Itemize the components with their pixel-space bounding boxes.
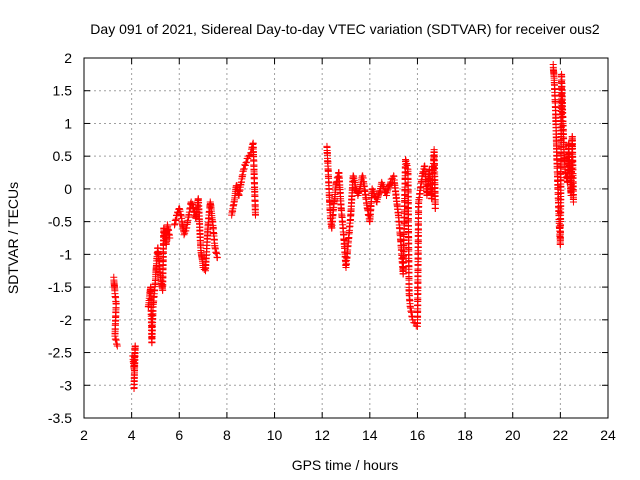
data-point — [130, 385, 138, 393]
x-tick-label: 16 — [410, 427, 426, 443]
data-point — [240, 165, 248, 173]
y-tick-label: 0 — [64, 181, 72, 197]
axis-ticks: 2 4 6 8 10 12 14 16 18 20 22 24-3.5-3-2.5-2-1.5-1-0… — [48, 50, 616, 443]
y-tick-label: -2.5 — [48, 345, 72, 361]
y-tick-label: -3.5 — [48, 410, 72, 426]
y-tick-label: 1.5 — [53, 83, 73, 99]
x-tick-label: 8 — [223, 427, 231, 443]
x-tick-label: 24 — [600, 427, 616, 443]
data-points — [110, 61, 577, 393]
x-tick-label: 2 — [80, 427, 88, 443]
data-point — [188, 200, 196, 208]
data-point — [243, 158, 251, 166]
y-tick-label: -1 — [60, 246, 73, 262]
data-point — [200, 266, 208, 274]
data-point — [213, 254, 221, 262]
y-tick-label: 1 — [64, 115, 72, 131]
data-point — [431, 205, 439, 213]
x-tick-label: 18 — [457, 427, 473, 443]
x-tick-label: 14 — [362, 427, 378, 443]
plot-frame — [83, 57, 609, 419]
y-tick-label: 0.5 — [53, 148, 73, 164]
x-tick-label: 6 — [175, 427, 183, 443]
x-tick-label: 12 — [314, 427, 330, 443]
x-tick-label: 20 — [505, 427, 521, 443]
y-tick-label: -1.5 — [48, 279, 72, 295]
y-tick-label: -2 — [60, 312, 73, 328]
x-tick-label: 4 — [128, 427, 136, 443]
chart-title: Day 091 of 2021, Sidereal Day-to-day VTE… — [90, 21, 600, 37]
data-point — [378, 178, 386, 186]
y-axis-label: SDTVAR / TECUs — [5, 182, 21, 294]
data-point — [251, 211, 259, 219]
data-point — [180, 231, 188, 239]
data-point — [113, 342, 121, 350]
x-tick-label: 22 — [553, 427, 569, 443]
y-tick-label: -0.5 — [48, 214, 72, 230]
x-tick-label: 10 — [267, 427, 283, 443]
data-point — [166, 234, 174, 242]
data-point — [569, 198, 577, 206]
y-tick-label: 2 — [64, 50, 72, 66]
x-axis-label: GPS time / hours — [292, 457, 399, 473]
y-tick-label: -3 — [60, 377, 73, 393]
